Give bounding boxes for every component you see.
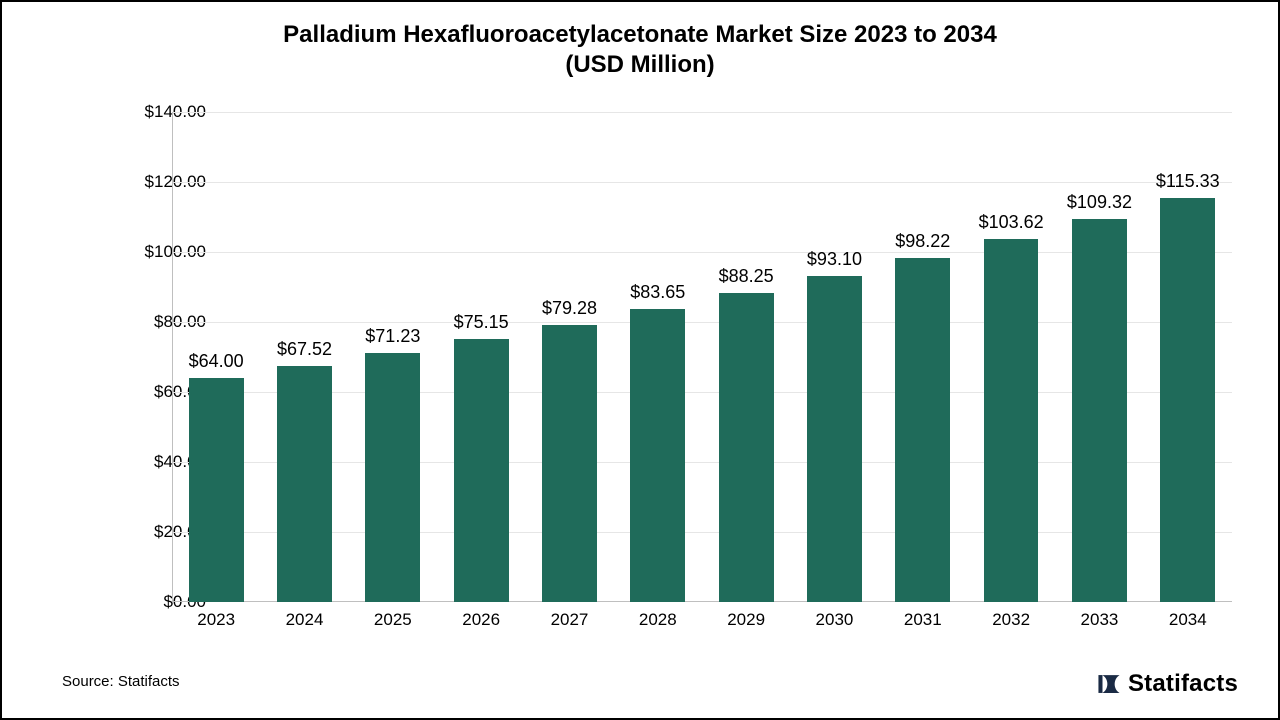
bar [630, 309, 685, 602]
chart-title-line1: Palladium Hexafluoroacetylacetonate Mark… [2, 20, 1278, 50]
plot-area: $64.002023$67.522024$71.232025$75.152026… [172, 112, 1232, 602]
bar-value-label: $103.62 [967, 212, 1055, 233]
x-tick-label: 2023 [172, 610, 260, 630]
chart-title-line2: (USD Million) [2, 50, 1278, 80]
x-tick-label: 2030 [790, 610, 878, 630]
bar-slot: $79.282027 [525, 112, 613, 602]
bar-value-label: $98.22 [879, 231, 967, 252]
bar [807, 276, 862, 602]
bar [454, 339, 509, 602]
bar [189, 378, 244, 602]
bar-slot: $71.232025 [349, 112, 437, 602]
x-tick-label: 2032 [967, 610, 1055, 630]
bar [719, 293, 774, 602]
x-tick-label: 2034 [1144, 610, 1232, 630]
bar-value-label: $75.15 [437, 312, 525, 333]
bar [1072, 219, 1127, 602]
chart-frame: Palladium Hexafluoroacetylacetonate Mark… [0, 0, 1280, 720]
bar-slot: $88.252029 [702, 112, 790, 602]
x-tick-label: 2024 [260, 610, 348, 630]
bar-value-label: $83.65 [614, 282, 702, 303]
chart-title: Palladium Hexafluoroacetylacetonate Mark… [2, 20, 1278, 80]
brand-text: Statifacts [1128, 670, 1238, 698]
bar [984, 239, 1039, 602]
bar [277, 366, 332, 602]
x-tick-label: 2028 [614, 610, 702, 630]
bar [365, 353, 420, 602]
bars-container: $64.002023$67.522024$71.232025$75.152026… [172, 112, 1232, 602]
brand-icon [1096, 671, 1122, 697]
bar-value-label: $64.00 [172, 351, 260, 372]
bar-value-label: $115.33 [1144, 171, 1232, 192]
x-tick-label: 2025 [349, 610, 437, 630]
bar-slot: $83.652028 [614, 112, 702, 602]
bar-slot: $67.522024 [260, 112, 348, 602]
bar-value-label: $71.23 [349, 326, 437, 347]
x-tick-label: 2029 [702, 610, 790, 630]
bar [1160, 198, 1215, 602]
source-label: Source: Statifacts [62, 673, 180, 690]
x-tick-label: 2033 [1055, 610, 1143, 630]
bar-slot: $115.332034 [1144, 112, 1232, 602]
bar-slot: $98.222031 [879, 112, 967, 602]
bar-value-label: $109.32 [1055, 192, 1143, 213]
x-tick-label: 2027 [525, 610, 613, 630]
bar-value-label: $67.52 [260, 339, 348, 360]
x-tick-label: 2026 [437, 610, 525, 630]
bar-slot: $109.322033 [1055, 112, 1143, 602]
bar-slot: $93.102030 [790, 112, 878, 602]
bar-slot: $103.622032 [967, 112, 1055, 602]
bar-slot: $75.152026 [437, 112, 525, 602]
bar-slot: $64.002023 [172, 112, 260, 602]
bar-value-label: $88.25 [702, 266, 790, 287]
x-tick-label: 2031 [879, 610, 967, 630]
bar-value-label: $79.28 [525, 298, 613, 319]
bar-value-label: $93.10 [790, 249, 878, 270]
bar [542, 325, 597, 602]
brand-logo: Statifacts [1096, 670, 1238, 698]
bar [895, 258, 950, 602]
